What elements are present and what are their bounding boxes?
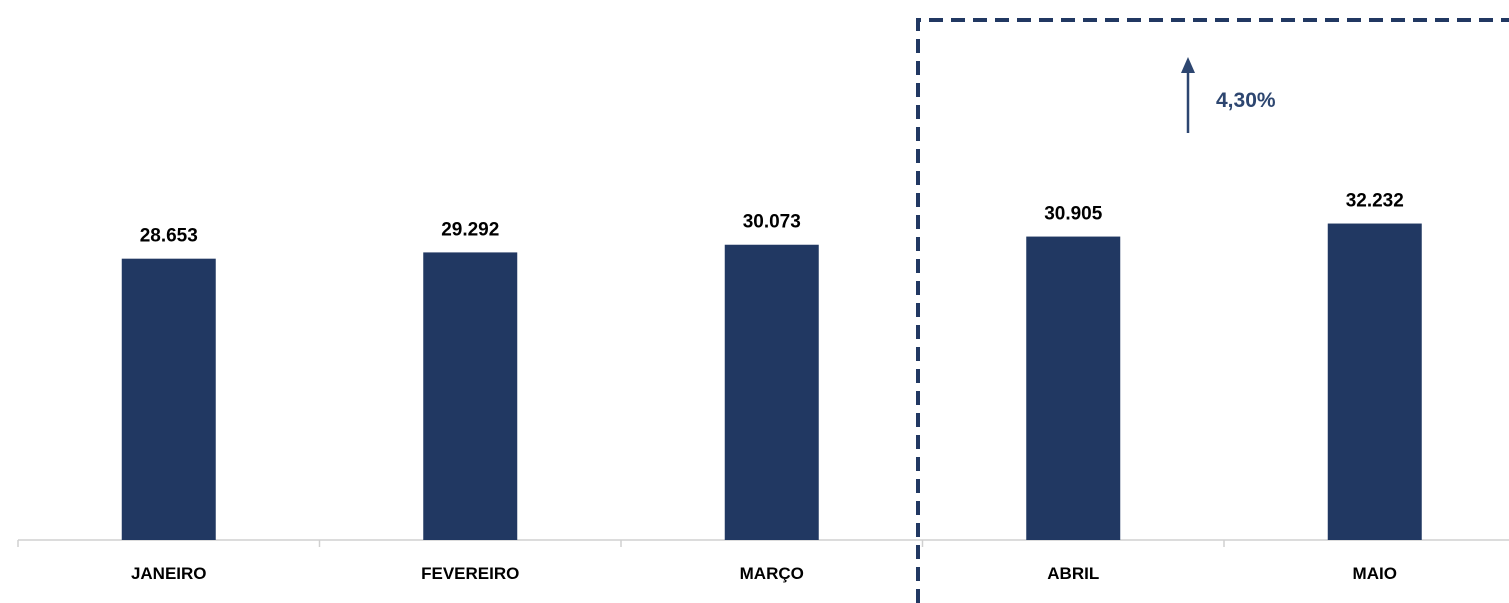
data-label-abril: 30.905 [1044, 204, 1103, 225]
data-label-janeiro: 28.653 [140, 226, 198, 247]
highlight-box [916, 18, 1509, 603]
x-tick-label-janeiro: JANEIRO [131, 564, 207, 583]
dashed-highlight-border [916, 18, 1509, 603]
data-labels: 28.653 29.292 30.073 30.905 32.232 [140, 191, 1404, 247]
x-tick-labels: JANEIRO FEVEREIRO MARÇO ABRIL MAIO [131, 564, 1397, 583]
data-label-fevereiro: 29.292 [441, 219, 499, 240]
bar-janeiro [121, 258, 216, 540]
x-tick-label-maio: MAIO [1353, 564, 1397, 583]
data-label-março: 30.073 [743, 212, 801, 233]
bar-fevereiro [423, 252, 518, 540]
growth-percentage-label: 4,30% [1216, 89, 1276, 112]
growth-annotation: 4,30% [1181, 57, 1276, 133]
bar-março [724, 244, 819, 540]
up-arrow-head [1181, 57, 1195, 73]
x-axis-ticks [17, 540, 1225, 547]
bar-maio [1327, 223, 1422, 541]
x-tick-label-março: MARÇO [740, 564, 804, 583]
bar-series [121, 223, 1422, 541]
data-label-maio: 32.232 [1346, 191, 1404, 212]
x-tick-label-abril: ABRIL [1047, 564, 1099, 583]
bar-abril [1026, 236, 1121, 540]
x-tick-label-fevereiro: FEVEREIRO [421, 564, 519, 583]
